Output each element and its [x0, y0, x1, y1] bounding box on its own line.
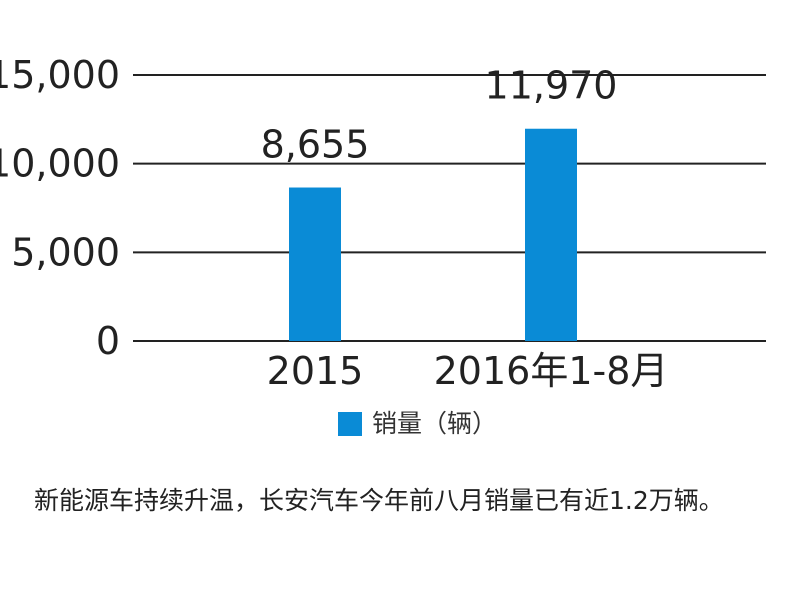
data-label: 11,970 [485, 64, 618, 108]
caption: 新能源车持续升温，长安汽车今年前八月销量已有近1.2万辆。 [34, 486, 724, 515]
x-tick-label: 2015 [267, 349, 364, 393]
y-tick-label: 0 [96, 319, 120, 363]
legend: 销量（辆） [338, 408, 497, 440]
y-tick-label: 5,000 [11, 230, 120, 274]
data-label: 8,655 [261, 123, 370, 167]
y-axis-tick-labels: 0 5,000 10,000 15,000 [0, 53, 120, 363]
gridlines [133, 74, 766, 342]
bars [289, 128, 577, 341]
y-tick-label: 15,000 [0, 53, 120, 97]
bar-chart: 0 5,000 10,000 15,000 8,655 11,970 2015 2016年… [0, 53, 766, 393]
x-axis-tick-labels: 2015 2016年1-8月 [267, 349, 669, 393]
bar [289, 187, 341, 341]
legend-label: 销量（辆） [372, 409, 498, 438]
bar [525, 128, 577, 341]
data-labels: 8,655 11,970 [261, 64, 618, 167]
x-tick-label: 2016年1-8月 [434, 349, 669, 393]
legend-swatch [338, 412, 362, 436]
y-tick-label: 10,000 [0, 142, 120, 186]
